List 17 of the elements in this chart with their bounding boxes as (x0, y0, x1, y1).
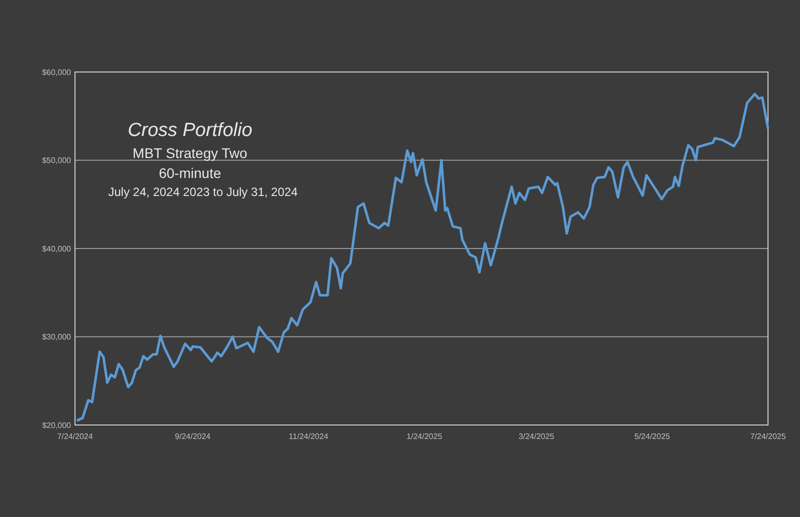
x-tick-label: 11/24/2024 (288, 432, 329, 441)
text: MBT Strategy Two (132, 145, 248, 161)
annotation: July 24, 2024 2023 to July 31, 2024 (108, 185, 298, 199)
x-tick-label: 7/24/2025 (750, 432, 786, 441)
y-tick-label: $20,000 (42, 420, 72, 430)
x-tick-label: 5/24/2025 (634, 432, 671, 441)
y-tick-label: $40,000 (42, 244, 72, 254)
y-tick-label: $30,000 (42, 332, 72, 342)
y-tick-label: $60,000 (42, 68, 72, 77)
x-tick-label: 3/24/2025 (518, 432, 555, 441)
y-tick-label: $50,000 (42, 156, 72, 166)
x-tick-label: 9/24/2024 (174, 432, 212, 441)
line-series (76, 92, 770, 422)
x-tick-label: 1/24/2025 (406, 432, 443, 441)
x-tick-label: 7/24/2024 (57, 432, 94, 441)
annotation: 60-minute (158, 165, 222, 181)
text: Cross Portfolio (128, 120, 252, 141)
